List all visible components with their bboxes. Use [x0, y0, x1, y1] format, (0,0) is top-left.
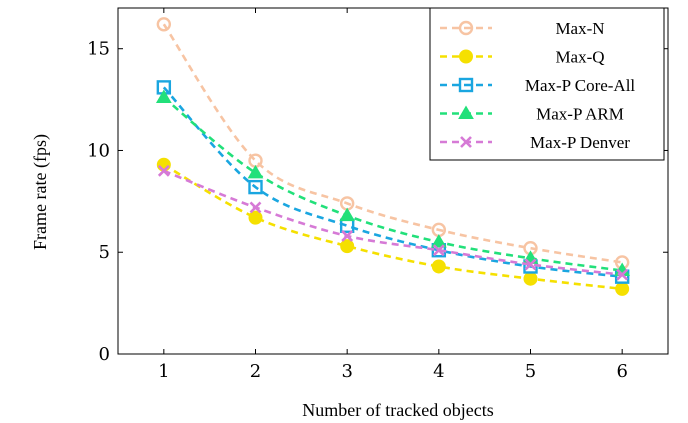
series-line — [163, 96, 623, 272]
legend-label: Max-P ARM — [536, 105, 624, 124]
legend-item: Max-Q — [440, 48, 605, 67]
legend-item: Max-N — [440, 19, 605, 38]
series-line — [162, 23, 623, 264]
data-point — [432, 244, 445, 257]
data-point — [523, 271, 538, 286]
legend-marker — [458, 77, 474, 93]
legend-label: Max-N — [555, 19, 604, 38]
data-point — [341, 230, 354, 242]
data-point — [339, 218, 355, 233]
plot-frame — [117, 7, 669, 355]
y-tick-label: 5 — [99, 242, 110, 263]
legend-label: Max-P Core-All — [525, 76, 636, 95]
plot-border — [117, 7, 669, 355]
x-tick-label: 5 — [525, 361, 536, 382]
y-tick-label: 15 — [87, 39, 110, 60]
x-tick-label: 4 — [433, 361, 444, 382]
data-point — [247, 164, 264, 179]
series-layer — [155, 17, 631, 296]
legend-label: Max-P Denver — [530, 133, 630, 152]
data-point — [431, 259, 446, 274]
x-tick-label: 1 — [158, 361, 169, 382]
legend: Max-N Max-Q Max-P Core-All Max-P ARM Max-P D… — [429, 7, 665, 161]
legend-label: Max-Q — [555, 48, 604, 67]
x-tick-label: 2 — [250, 361, 261, 382]
series-max-p-denver — [157, 164, 629, 281]
series-line — [163, 163, 623, 291]
data-point — [249, 201, 262, 214]
y-tick-label: 0 — [99, 344, 110, 365]
y-tick-label: 10 — [87, 140, 110, 161]
data-point — [339, 207, 356, 222]
legend-item: Max-P Denver — [440, 133, 630, 152]
data-point — [248, 179, 263, 195]
data-point — [340, 239, 355, 254]
y-axis-label: Frame rate (fps) — [30, 134, 51, 250]
legend-marker — [458, 105, 474, 119]
data-point — [155, 89, 172, 104]
series-line — [163, 169, 623, 276]
legend-item: Max-P ARM — [440, 105, 624, 124]
series-line — [162, 86, 623, 278]
legend-marker — [459, 49, 473, 64]
data-point — [248, 153, 263, 168]
data-point — [248, 210, 263, 225]
x-tick-label: 6 — [616, 361, 627, 382]
data-point — [430, 234, 447, 248]
data-point — [157, 164, 170, 177]
x-axis-label: Number of tracked objects — [302, 400, 493, 420]
legend-marker — [460, 136, 472, 148]
data-point — [616, 268, 629, 281]
legend-item: Max-P Core-All — [440, 76, 635, 95]
data-point — [615, 281, 630, 296]
data-point — [156, 17, 172, 32]
series-max-q — [156, 157, 630, 296]
legend-marker — [458, 20, 474, 36]
data-point — [524, 258, 537, 271]
x-tick-label: 3 — [341, 361, 352, 382]
